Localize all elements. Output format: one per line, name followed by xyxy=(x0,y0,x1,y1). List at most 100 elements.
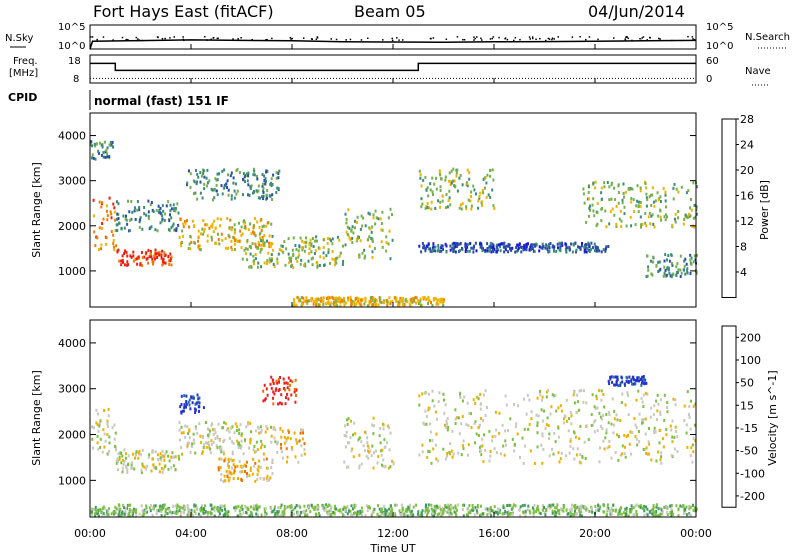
echo-cell xyxy=(261,195,263,199)
echo-cell xyxy=(674,398,677,402)
echo-cell xyxy=(369,227,372,231)
echo-cell xyxy=(687,412,690,416)
echo-cell xyxy=(382,464,385,468)
echo-cell xyxy=(487,193,490,197)
cpid-mode: normal (fast) 151 IF xyxy=(94,94,229,108)
echo-cell xyxy=(212,198,214,202)
echo-cell xyxy=(427,298,430,302)
echo-cell xyxy=(357,297,360,301)
echo-cell xyxy=(339,297,342,301)
echo-cell xyxy=(330,301,333,305)
echo-cell xyxy=(682,222,685,226)
echo-cell xyxy=(431,176,434,180)
echo-cell xyxy=(143,212,146,216)
echo-cell xyxy=(398,301,401,305)
echo-cell xyxy=(670,503,673,507)
echo-cell xyxy=(512,503,515,507)
echo-cell xyxy=(142,513,145,517)
echo-cell xyxy=(474,401,477,405)
echo-cell xyxy=(202,509,205,513)
echo-cell xyxy=(619,381,622,385)
echo-cell xyxy=(617,184,620,188)
echo-cell xyxy=(689,272,692,275)
echo-cell xyxy=(135,511,137,515)
echo-cell xyxy=(625,375,628,379)
echo-cell xyxy=(161,217,164,221)
echo-cell xyxy=(147,199,150,203)
echo-cell xyxy=(180,511,182,514)
echo-cell xyxy=(304,299,307,303)
echo-cell xyxy=(169,213,171,217)
echo-cell xyxy=(674,212,677,216)
echo-cell xyxy=(442,303,445,307)
echo-cell xyxy=(92,156,95,160)
echo-cell xyxy=(450,449,453,453)
echo-cell xyxy=(284,263,287,267)
echo-cell xyxy=(191,442,194,446)
echo-cell xyxy=(431,439,434,442)
echo-cell xyxy=(213,514,216,518)
echo-cell xyxy=(592,181,595,185)
echo-cell xyxy=(642,375,645,378)
echo-cell xyxy=(318,514,321,518)
echo-cell xyxy=(196,180,198,184)
echo-cell xyxy=(170,255,173,259)
echo-cell xyxy=(128,210,131,214)
echo-cell xyxy=(339,300,342,304)
echo-cell xyxy=(417,510,420,514)
echo-cell xyxy=(249,185,252,189)
echo-cell xyxy=(429,422,432,426)
echo-cell xyxy=(692,508,695,512)
echo-cell xyxy=(96,512,99,516)
echo-cell xyxy=(98,424,101,428)
echo-cell xyxy=(346,232,349,236)
noise-point xyxy=(539,37,541,40)
noise-point xyxy=(498,36,500,39)
echo-cell xyxy=(634,423,637,427)
echo-cell xyxy=(521,245,524,249)
echo-cell xyxy=(308,299,311,303)
echo-cell xyxy=(121,258,124,262)
echo-cell xyxy=(507,243,510,247)
echo-cell xyxy=(223,168,226,172)
echo-cell xyxy=(367,304,370,308)
echo-cell xyxy=(380,509,383,513)
echo-cell xyxy=(641,222,644,226)
echo-cell xyxy=(227,465,230,469)
echo-cell xyxy=(693,254,696,258)
echo-cell xyxy=(161,470,164,474)
echo-cell xyxy=(271,460,274,464)
noise-point xyxy=(90,36,92,38)
echo-cell xyxy=(262,194,265,198)
echo-cell xyxy=(490,514,493,518)
echo-cell xyxy=(418,403,421,407)
noise-point xyxy=(315,38,318,40)
echo-cell xyxy=(508,503,511,507)
echo-cell xyxy=(449,508,452,512)
noise-point xyxy=(251,39,253,41)
echo-cell xyxy=(325,509,328,513)
echo-cell xyxy=(435,457,438,461)
echo-cell xyxy=(601,207,603,210)
echo-cell xyxy=(644,378,647,382)
echo-cell xyxy=(194,402,197,406)
echo-cell xyxy=(558,512,561,516)
noise-point xyxy=(396,37,398,39)
echo-cell xyxy=(506,244,508,248)
echo-cell xyxy=(287,397,290,401)
echo-cell xyxy=(382,458,385,462)
echo-cell xyxy=(498,411,501,415)
colorbar-tick-label: 8 xyxy=(740,240,747,253)
echo-cell xyxy=(427,302,429,305)
echo-cell xyxy=(256,513,259,517)
echo-cell xyxy=(615,205,618,208)
echo-cell xyxy=(480,200,483,204)
echo-cell xyxy=(146,464,148,468)
echo-cell xyxy=(381,448,384,452)
echo-cell xyxy=(669,511,672,515)
echo-cell xyxy=(517,404,520,408)
echo-cell xyxy=(191,219,194,223)
echo-cell xyxy=(372,466,375,470)
echo-cell xyxy=(510,247,513,251)
echo-cell xyxy=(154,257,156,261)
